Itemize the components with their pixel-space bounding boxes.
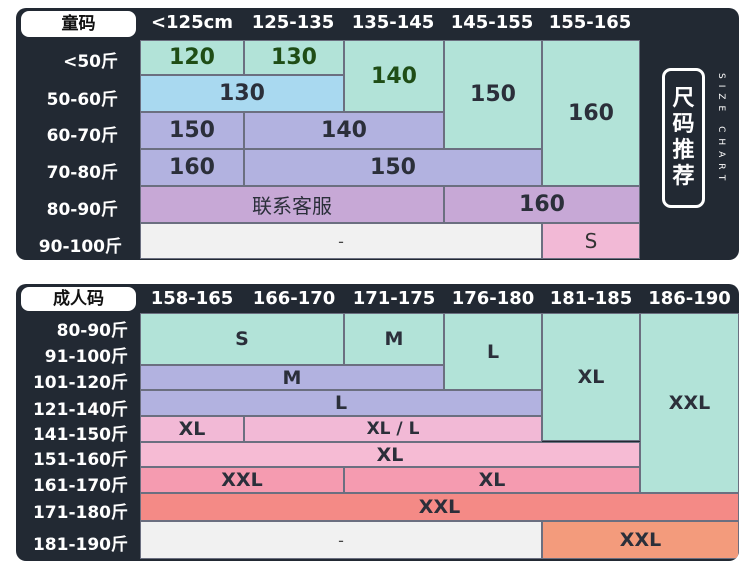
kids-row-1: 50-60斤	[46, 90, 118, 110]
kids-cell-contact-service: 联系客服	[140, 186, 444, 223]
size-chart-badge: 尺 码 推 荐	[662, 68, 705, 208]
badge-char-3: 荐	[672, 164, 695, 189]
adult-col-4: 181-185	[549, 288, 633, 309]
kids-row-4: 80-90斤	[46, 200, 118, 220]
adult-row-4: 141-150斤	[32, 425, 128, 445]
adult-cell-xxl-last: XXL	[542, 521, 739, 559]
kids-cell-140: 140	[344, 40, 444, 112]
adult-title: 成人码	[21, 287, 136, 311]
adult-row-3: 121-140斤	[32, 400, 128, 420]
adult-size-chart: 成人码 158-165 166-170 171-175 176-180 181-…	[16, 284, 739, 561]
badge-char-1: 码	[672, 112, 695, 137]
kids-row-2: 60-70斤	[46, 126, 118, 146]
adult-cell-xl: XL	[542, 313, 640, 441]
kids-cell-150-row3: 150	[140, 112, 244, 149]
kids-row-0: <50斤	[63, 52, 118, 72]
adult-cell-xxl-left: XXL	[140, 467, 344, 493]
adult-cell-xl-right: XL	[344, 467, 640, 493]
adult-cell-m-wide: M	[140, 365, 444, 390]
kids-size-chart: 童码 <125cm 125-135 135-145 145-155 155-16…	[16, 8, 739, 260]
adult-row-1: 91-100斤	[44, 347, 128, 367]
adult-cell-l: L	[444, 313, 542, 390]
adult-row-5: 151-160斤	[32, 450, 128, 470]
adult-row-7: 171-180斤	[32, 503, 128, 523]
adult-col-1: 166-170	[252, 288, 336, 309]
adult-cell-l-wide: L	[140, 390, 542, 416]
adult-cell-s: S	[140, 313, 344, 365]
kids-cell-160: 160	[542, 40, 640, 186]
kids-col-3: 145-155	[450, 12, 534, 33]
adult-cell-none: -	[140, 521, 542, 559]
size-chart-vertical-text: SIZE CHART	[716, 73, 726, 187]
kids-cell-120: 120	[140, 40, 244, 75]
kids-cell-none: -	[140, 223, 542, 259]
kids-cell-s: S	[542, 223, 640, 259]
adult-cell-xxl-full: XXL	[140, 493, 739, 521]
adult-col-2: 171-175	[352, 288, 436, 309]
kids-col-0: <125cm	[150, 12, 234, 33]
kids-title: 童码	[21, 11, 136, 37]
kids-col-4: 155-165	[548, 12, 632, 33]
adult-row-0: 80-90斤	[56, 321, 128, 341]
adult-cell-xl-or-l: XL / L	[244, 416, 542, 442]
adult-cell-xl-small: XL	[140, 416, 244, 442]
adult-col-5: 186-190	[648, 288, 731, 309]
kids-cell-150: 150	[444, 40, 542, 149]
kids-cell-160-row4: 160	[140, 149, 244, 186]
badge-char-2: 推	[672, 138, 695, 163]
kids-cell-140-row3: 140	[244, 112, 444, 149]
kids-row-5: 90-100斤	[38, 237, 122, 257]
badge-char-0: 尺	[672, 86, 695, 111]
adult-col-3: 176-180	[451, 288, 535, 309]
kids-cell-160-row5: 160	[444, 186, 640, 223]
adult-cell-xl-wide: XL	[140, 442, 640, 467]
adult-row-6: 161-170斤	[32, 476, 128, 496]
kids-row-3: 70-80斤	[46, 163, 118, 183]
adult-cell-m: M	[344, 313, 444, 365]
kids-cell-150-row4: 150	[244, 149, 542, 186]
adult-col-0: 158-165	[150, 288, 234, 309]
adult-row-8: 181-190斤	[32, 535, 128, 555]
kids-cell-130-wide: 130	[140, 75, 344, 112]
adult-cell-xxl-tall: XXL	[640, 313, 739, 493]
kids-cell-130: 130	[244, 40, 344, 75]
adult-row-2: 101-120斤	[32, 373, 128, 393]
kids-col-1: 125-135	[251, 12, 335, 33]
kids-col-2: 135-145	[351, 12, 435, 33]
